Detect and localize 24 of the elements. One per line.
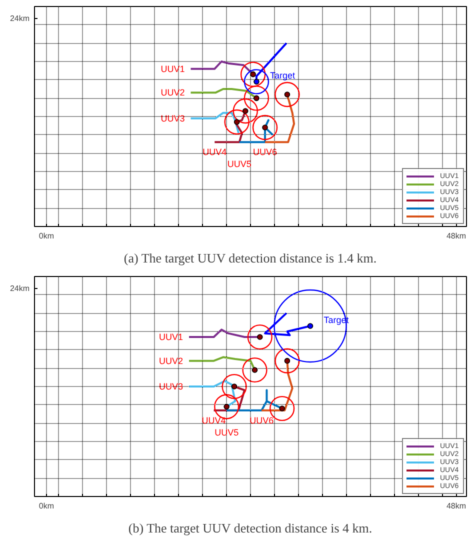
series-label: Target [270, 70, 296, 81]
text: UUV4 [202, 147, 227, 158]
text: 24km [10, 14, 30, 24]
x-tick-label: 0km [38, 502, 54, 510]
text: UUV4 [202, 415, 226, 426]
text: (a) The target UUV detection distance is 1.4 km. [124, 250, 377, 266]
text: UUV3 [160, 113, 185, 124]
text: UUV1 [159, 332, 184, 342]
text: UUV5 [214, 427, 239, 438]
text: UUV1 [160, 64, 185, 74]
x-tick-label: 0km [38, 232, 54, 240]
text: UUV6 [253, 147, 278, 158]
text: UUV5 [227, 159, 252, 170]
x-tick-label: 48km [446, 502, 466, 510]
text: 24km [10, 284, 30, 294]
text: UUV6 [250, 415, 274, 426]
text: UUV3 [159, 382, 184, 392]
point [279, 406, 285, 412]
text: UUV2 [159, 356, 184, 366]
text: (b) The target UUV detection distance is 4 km. [128, 520, 372, 536]
point [262, 124, 268, 130]
text: UUV2 [160, 88, 185, 98]
point [307, 323, 314, 329]
x-tick-label: 48km [446, 232, 466, 240]
